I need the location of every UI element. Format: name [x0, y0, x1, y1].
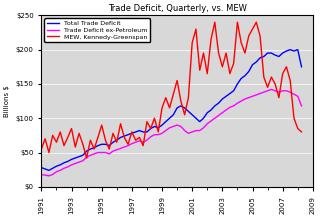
Trade Deficit ex-Petroleum — [266, 89, 269, 92]
Trade Deficit ex-Petroleum — [104, 151, 108, 154]
Trade Deficit ex-Petroleum — [77, 161, 81, 164]
Total Trade Deficit — [300, 65, 303, 68]
MEW, Kennedy-Greenspan — [73, 146, 77, 148]
MEW, Kennedy-Greenspan — [122, 136, 126, 139]
Line: MEW, Kennedy-Greenspan: MEW, Kennedy-Greenspan — [41, 22, 301, 158]
Trade Deficit ex-Petroleum — [47, 175, 51, 177]
Total Trade Deficit — [47, 169, 51, 172]
Total Trade Deficit — [39, 166, 43, 169]
Total Trade Deficit — [266, 52, 269, 54]
Line: Trade Deficit ex-Petroleum: Trade Deficit ex-Petroleum — [41, 89, 301, 176]
Trade Deficit ex-Petroleum — [153, 133, 156, 136]
MEW, Kennedy-Greenspan — [85, 157, 89, 159]
Total Trade Deficit — [153, 125, 156, 128]
Line: Total Trade Deficit: Total Trade Deficit — [41, 50, 301, 170]
Total Trade Deficit — [77, 155, 81, 158]
MEW, Kennedy-Greenspan — [39, 148, 43, 150]
MEW, Kennedy-Greenspan — [213, 21, 217, 24]
Total Trade Deficit — [122, 135, 126, 137]
Trade Deficit ex-Petroleum — [39, 173, 43, 176]
Trade Deficit ex-Petroleum — [187, 132, 190, 135]
MEW, Kennedy-Greenspan — [300, 131, 303, 133]
Legend: Total Trade Deficit, Trade Deficit ex-Petroleum, MEW, Kennedy-Greenspan: Total Trade Deficit, Trade Deficit ex-Pe… — [44, 19, 150, 42]
Total Trade Deficit — [187, 110, 190, 113]
Total Trade Deficit — [104, 143, 108, 146]
Trade Deficit ex-Petroleum — [269, 88, 273, 91]
Title: Trade Deficit, Quarterly, vs. MEW: Trade Deficit, Quarterly, vs. MEW — [108, 4, 246, 13]
MEW, Kennedy-Greenspan — [187, 96, 190, 99]
Trade Deficit ex-Petroleum — [122, 146, 126, 148]
Y-axis label: Billions $: Billions $ — [4, 85, 10, 117]
MEW, Kennedy-Greenspan — [104, 139, 108, 141]
MEW, Kennedy-Greenspan — [269, 76, 273, 78]
MEW, Kennedy-Greenspan — [153, 117, 156, 119]
Trade Deficit ex-Petroleum — [300, 105, 303, 107]
Total Trade Deficit — [288, 48, 292, 51]
